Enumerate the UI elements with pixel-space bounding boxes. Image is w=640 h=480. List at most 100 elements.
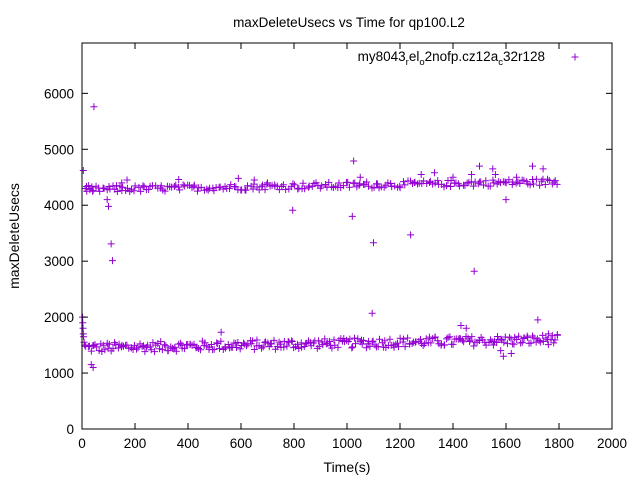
data-point <box>217 337 225 345</box>
data-point <box>151 348 159 356</box>
data-point <box>404 334 412 342</box>
data-point <box>479 181 487 189</box>
legend-label: my8043relo2nofp.cz12ac32r128 <box>358 49 545 68</box>
data-point <box>130 187 138 195</box>
data-point <box>393 339 401 347</box>
data-point <box>533 335 541 343</box>
data-point <box>181 345 189 353</box>
data-point <box>157 182 165 190</box>
data-point <box>386 335 394 343</box>
data-point <box>535 336 543 344</box>
data-point <box>130 341 138 349</box>
data-point <box>249 337 257 345</box>
data-point <box>502 196 510 204</box>
plot-layer <box>79 103 561 371</box>
y-tick-label: 2000 <box>44 310 74 325</box>
data-point <box>264 179 271 187</box>
legend-subscript: r <box>406 57 409 68</box>
data-point <box>441 341 449 349</box>
data-point <box>462 324 470 332</box>
data-point <box>400 178 407 186</box>
data-point <box>345 183 353 191</box>
data-point <box>105 202 112 210</box>
data-point <box>291 181 299 189</box>
legend-text-part: 2nofp.cz12a <box>425 49 499 64</box>
data-point <box>283 342 291 350</box>
data-point <box>181 182 189 190</box>
data-point <box>118 179 126 187</box>
data-point <box>287 183 295 191</box>
data-point <box>401 343 409 351</box>
data-point <box>366 342 374 350</box>
data-point <box>515 332 523 340</box>
data-point <box>259 343 267 351</box>
data-point <box>530 334 538 342</box>
data-point <box>123 176 131 184</box>
data-point <box>123 341 131 349</box>
data-point <box>164 347 172 355</box>
data-point <box>469 182 477 190</box>
data-point <box>524 333 532 341</box>
data-point <box>171 343 179 351</box>
data-point <box>113 188 121 196</box>
x-tick-label: 1200 <box>385 436 415 451</box>
data-point <box>417 170 425 178</box>
data-point <box>344 178 352 186</box>
x-tick-label: 1600 <box>491 436 521 451</box>
data-point <box>374 180 382 188</box>
data-point <box>529 162 536 170</box>
data-point <box>89 363 97 371</box>
data-point <box>482 177 490 185</box>
data-point <box>455 182 463 190</box>
legend-text-part: 32r128 <box>503 49 545 64</box>
data-point <box>390 343 398 351</box>
data-point <box>112 182 120 190</box>
data-point <box>527 339 535 347</box>
data-point <box>534 316 542 324</box>
data-point <box>411 338 419 346</box>
data-point <box>319 341 327 349</box>
data-point <box>217 328 225 336</box>
data-point <box>419 342 427 349</box>
data-point <box>158 346 166 354</box>
x-axis-label: Time(s) <box>324 459 371 475</box>
data-point <box>190 340 198 348</box>
data-point <box>550 339 558 347</box>
data-point <box>360 337 368 345</box>
data-point <box>544 175 552 183</box>
data-point <box>84 343 92 351</box>
data-point <box>370 183 378 191</box>
data-point <box>279 181 287 189</box>
data-point <box>431 333 439 341</box>
data-point <box>258 181 266 189</box>
data-point <box>318 182 326 190</box>
data-point <box>544 341 552 349</box>
data-point <box>348 344 356 352</box>
data-point <box>507 349 515 357</box>
data-point <box>250 345 258 353</box>
data-point <box>476 337 484 345</box>
y-axis: 0 1000 2000 3000 4000 5000 6000 <box>44 86 612 437</box>
data-point <box>497 335 505 343</box>
x-tick-label: 600 <box>230 436 253 451</box>
data-point <box>449 340 457 348</box>
data-point <box>146 343 154 351</box>
data-point <box>394 343 402 351</box>
data-point <box>458 336 466 344</box>
data-point <box>162 342 170 350</box>
data-point <box>396 184 404 192</box>
legend: my8043relo2nofp.cz12ac32r128 <box>358 49 579 68</box>
data-point <box>363 178 371 186</box>
data-point <box>365 182 373 190</box>
data-point <box>170 183 178 191</box>
data-point <box>517 339 525 347</box>
data-point <box>258 344 266 352</box>
data-point <box>476 162 483 170</box>
data-point <box>213 339 221 347</box>
data-point <box>145 186 153 193</box>
data-point <box>131 182 139 190</box>
data-point <box>89 186 97 194</box>
data-point <box>250 176 258 184</box>
data-point <box>339 182 347 190</box>
data-point <box>505 176 513 184</box>
